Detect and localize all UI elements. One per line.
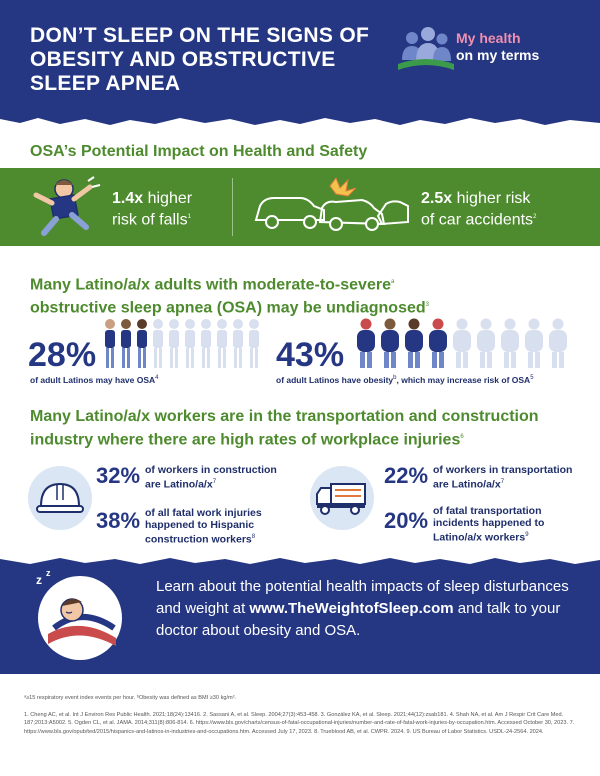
transport-caption: of workers in transportation are Latino/… bbox=[433, 464, 578, 491]
person-highlighted-icon bbox=[105, 319, 147, 368]
people-osa-icon bbox=[105, 319, 259, 368]
obesity-percent: 43% bbox=[276, 336, 345, 374]
people-logo-icon bbox=[398, 27, 454, 70]
transport-caption-text: of workers in transportation are Latino/… bbox=[433, 464, 573, 491]
car-crash-icon bbox=[254, 176, 409, 231]
footnote-references: 1. Cheng AC, et al. Int J Environ Res Pu… bbox=[24, 712, 575, 735]
falls-stat: 1.4x higher risk of falls1 bbox=[112, 189, 192, 229]
torn-edge-decoration bbox=[0, 118, 600, 129]
cars-text1: higher risk bbox=[452, 190, 531, 207]
falls-text1: higher bbox=[143, 190, 193, 207]
cars-value: 2.5x bbox=[421, 190, 453, 207]
header-banner bbox=[0, 0, 600, 129]
svg-text:z: z bbox=[46, 568, 51, 578]
falls-text2: risk of falls bbox=[112, 211, 188, 229]
osa-caption-text: of adult Latinos may have OSA bbox=[30, 375, 156, 385]
obesity-caption-text1: of adult Latinos have obesity bbox=[276, 375, 394, 385]
obesity-caption: of adult Latinos have obesityb, which ma… bbox=[276, 375, 534, 385]
undiagnosed-heading-sup2: 3 bbox=[425, 302, 429, 309]
construction-caption-sup: 7 bbox=[212, 479, 217, 485]
truck-icon bbox=[316, 483, 366, 515]
transport-fatal-percent: 20% bbox=[384, 508, 429, 533]
logo-text-line2: on my terms bbox=[456, 47, 540, 63]
osa-caption: of adult Latinos may have OSA4 bbox=[30, 375, 159, 385]
construction-fatal-percent: 38% bbox=[96, 508, 141, 533]
undiagnosed-heading: Many Latino/a/x adults with moderate-to-… bbox=[30, 272, 575, 319]
cars-stat: 2.5x higher risk of car accidents2 bbox=[421, 189, 536, 229]
transport-percent: 22% bbox=[384, 463, 429, 488]
transport-fatal-caption: of fatal transportation incidents happen… bbox=[433, 505, 563, 544]
workers-heading-line1: Many Latino/a/x workers are in the trans… bbox=[30, 408, 539, 425]
construction-fatal-caption-text: of all fatal work injuries happened to H… bbox=[145, 507, 262, 546]
workers-heading-sup: 6 bbox=[460, 434, 464, 440]
impact-band bbox=[0, 168, 600, 246]
people-obesity-icon bbox=[357, 318, 567, 368]
cta-text: Learn about the potential health impacts… bbox=[156, 576, 576, 642]
construction-percent: 32% bbox=[96, 463, 141, 488]
logo: My health on my terms bbox=[398, 26, 578, 74]
construction-fatal-caption: of all fatal work injuries happened to H… bbox=[145, 507, 295, 546]
cta-text2: and talk to your doctor about obesity an… bbox=[156, 600, 561, 639]
workers-heading-line2: industry where there are high rates of w… bbox=[30, 431, 461, 449]
transport-fatal-caption-sup: 9 bbox=[525, 532, 529, 538]
transport-fatal-caption-text: of fatal transportation incidents happen… bbox=[433, 505, 545, 544]
torn-edge-top-decoration bbox=[0, 555, 600, 564]
falling-person-icon bbox=[33, 176, 101, 236]
person-faded-icon bbox=[153, 319, 259, 368]
page-title: DON’T SLEEP ON THE SIGNS OF OBESITY AND … bbox=[30, 24, 370, 95]
osa-percent: 28% bbox=[28, 336, 97, 374]
construction-fatal-caption-sup: 8 bbox=[251, 534, 256, 540]
undiagnosed-heading-line2: obstructive sleep apnea (OSA) may be und… bbox=[30, 299, 426, 317]
cars-text2: of car accidents bbox=[421, 211, 534, 229]
workers-heading: Many Latino/a/x workers are in the trans… bbox=[30, 406, 590, 450]
construction-caption-text: of workers in construction are Latino/a/… bbox=[145, 464, 277, 491]
impact-divider bbox=[232, 178, 233, 236]
transport-caption-sup: 7 bbox=[500, 479, 505, 485]
cta-text1: Learn about the potential health impacts… bbox=[156, 578, 569, 617]
obesity-caption-sup2: 5 bbox=[530, 375, 534, 382]
obesity-caption-text2: , which may increase risk of OSA bbox=[396, 375, 531, 385]
undiagnosed-heading-sup1: a bbox=[390, 279, 395, 285]
hardhat-icon bbox=[36, 482, 84, 513]
footnote-definitions: ᵃ≥15 respiratory event index events per … bbox=[24, 695, 237, 701]
osa-caption-sup: 4 bbox=[155, 375, 159, 382]
impact-heading: OSA’s Potential Impact on Health and Saf… bbox=[30, 143, 368, 160]
falls-value: 1.4x bbox=[112, 190, 144, 207]
falls-sup: 1 bbox=[187, 214, 191, 220]
obesity-caption-sup1: b bbox=[393, 375, 397, 382]
sleeping-person-icon: z z bbox=[36, 568, 122, 660]
svg-text:z: z bbox=[36, 573, 42, 587]
construction-caption: of workers in construction are Latino/a/… bbox=[145, 464, 285, 491]
undiagnosed-heading-line1: Many Latino/a/x adults with moderate-to-… bbox=[30, 276, 391, 294]
logo-text-line1: My health bbox=[456, 30, 521, 46]
cars-sup: 2 bbox=[533, 214, 537, 220]
cta-link[interactable]: www.TheWeightofSleep.com bbox=[249, 600, 454, 617]
